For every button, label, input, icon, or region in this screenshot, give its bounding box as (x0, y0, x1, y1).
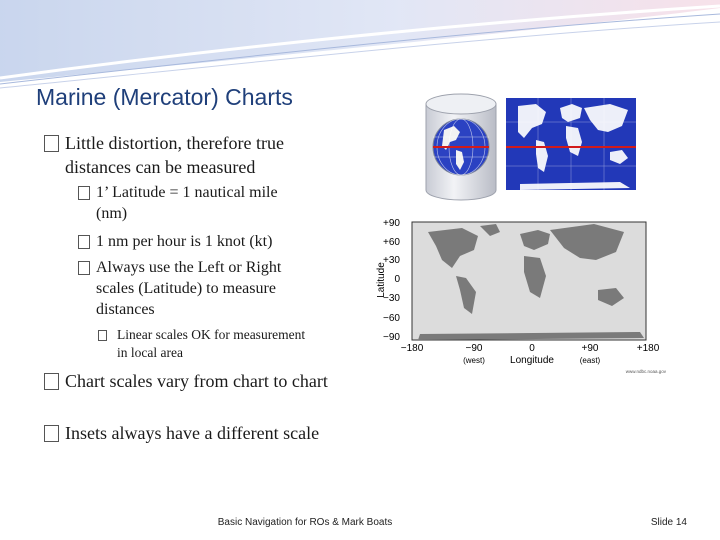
lat-tick-label: +30 (383, 255, 400, 266)
bullet-item: Linear scales OK for measurement in loca… (98, 326, 308, 362)
bullet-box-icon (78, 186, 90, 200)
x-axis-label: Longitude (510, 355, 554, 366)
east-label: (east) (580, 356, 601, 365)
bullet-item: Chart scales vary from chart to chart (44, 369, 344, 393)
lat-tick-label: −90 (383, 332, 400, 343)
bullet-box-icon (78, 235, 90, 249)
bullet-item: Always use the Left or Right scales (Lat… (78, 257, 308, 320)
bullet-box-icon (44, 373, 59, 390)
bullet-text: Linear scales OK for measurement in loca… (117, 327, 306, 360)
bullet-text: Chart scales vary from chart to chart (65, 371, 328, 391)
slide-number: Slide 14 (650, 517, 687, 528)
bullet-text: 1’ Latitude = 1 nautical mile (nm) (96, 184, 278, 222)
lon-tick-label: −90 (466, 343, 483, 354)
y-axis-label: Latitude (376, 262, 387, 298)
bullet-text: Insets always have a different scale (65, 423, 320, 443)
bullet-item: Insets always have a different scale (44, 421, 344, 445)
bullet-box-icon (44, 135, 59, 152)
lon-tick-label: +180 (637, 343, 660, 354)
bullet-text: Always use the Left or Right scales (Lat… (96, 259, 282, 318)
lon-tick-label: 0 (529, 343, 535, 354)
lat-tick-label: 0 (394, 274, 400, 285)
map-credit: www.ndbc.noaa.gov (626, 369, 667, 374)
bullet-item: Little distortion, therefore true distan… (44, 131, 344, 179)
lon-tick-label: −180 (401, 343, 424, 354)
bullet-text: 1 nm per hour is 1 knot (kt) (96, 233, 273, 250)
slide-title: Marine (Mercator) Charts (36, 84, 293, 110)
header-banner (0, 0, 720, 89)
bullet-text: Little distortion, therefore true distan… (65, 133, 284, 177)
cylinder-projection-illustration (425, 93, 636, 201)
lat-tick-label: +90 (383, 218, 400, 229)
map-landmasses (418, 224, 644, 340)
lat-tick-label: +60 (383, 237, 400, 248)
west-label: (west) (463, 356, 485, 365)
bullet-item: 1 nm per hour is 1 knot (kt) (78, 231, 308, 252)
footer-title: Basic Navigation for ROs & Mark Boats (217, 517, 393, 528)
lat-tick-label: −60 (383, 313, 400, 324)
bullet-box-icon (44, 425, 59, 442)
lat-tick-label: −30 (383, 293, 400, 304)
bullet-box-icon (98, 330, 107, 341)
lon-tick-label: +90 (582, 343, 599, 354)
bullet-box-icon (78, 261, 90, 275)
mercator-map-figure: +90 +60 +30 0 −30 −60 −90 Latitude −180 … (376, 218, 667, 374)
bullet-item: 1’ Latitude = 1 nautical mile (nm) (78, 182, 308, 224)
